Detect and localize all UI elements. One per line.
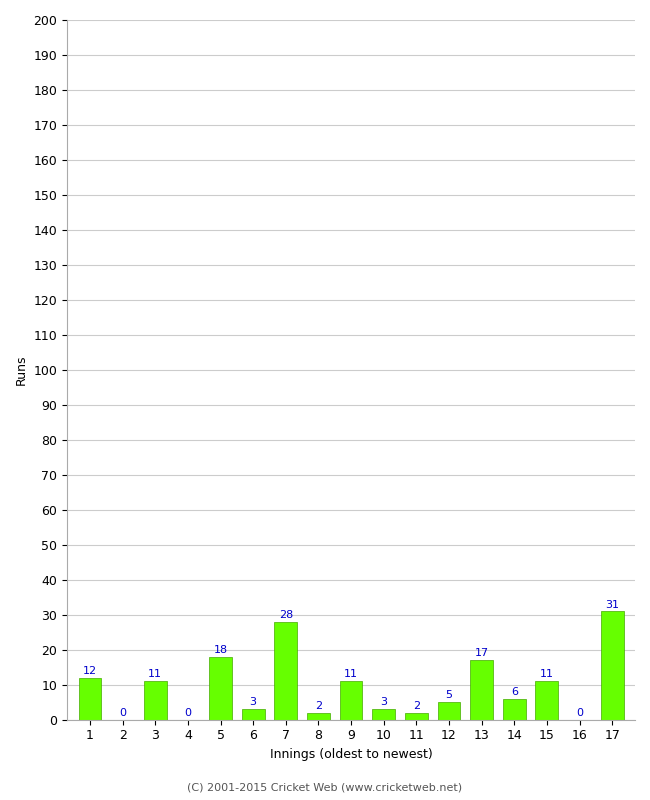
Text: 0: 0 bbox=[185, 708, 191, 718]
Bar bbox=[79, 678, 101, 720]
Text: 3: 3 bbox=[250, 698, 257, 707]
Bar bbox=[209, 657, 232, 720]
Text: 2: 2 bbox=[315, 701, 322, 711]
Text: 0: 0 bbox=[119, 708, 126, 718]
Text: 12: 12 bbox=[83, 666, 97, 676]
Text: 0: 0 bbox=[576, 708, 583, 718]
Text: 2: 2 bbox=[413, 701, 420, 711]
Text: 17: 17 bbox=[474, 649, 489, 658]
Bar bbox=[405, 713, 428, 720]
Text: 18: 18 bbox=[213, 645, 228, 655]
X-axis label: Innings (oldest to newest): Innings (oldest to newest) bbox=[270, 748, 432, 761]
Bar bbox=[470, 660, 493, 720]
Bar bbox=[536, 682, 558, 720]
Bar bbox=[437, 702, 460, 720]
Bar bbox=[144, 682, 166, 720]
Text: 11: 11 bbox=[344, 670, 358, 679]
Text: (C) 2001-2015 Cricket Web (www.cricketweb.net): (C) 2001-2015 Cricket Web (www.cricketwe… bbox=[187, 782, 463, 792]
Bar bbox=[242, 710, 265, 720]
Bar bbox=[372, 710, 395, 720]
Text: 5: 5 bbox=[445, 690, 452, 701]
Bar bbox=[307, 713, 330, 720]
Bar bbox=[274, 622, 297, 720]
Text: 11: 11 bbox=[540, 670, 554, 679]
Text: 11: 11 bbox=[148, 670, 162, 679]
Text: 28: 28 bbox=[279, 610, 293, 620]
Y-axis label: Runs: Runs bbox=[15, 354, 28, 385]
Text: 6: 6 bbox=[511, 687, 518, 697]
Bar bbox=[340, 682, 363, 720]
Bar bbox=[601, 611, 623, 720]
Bar bbox=[503, 698, 526, 720]
Text: 3: 3 bbox=[380, 698, 387, 707]
Text: 31: 31 bbox=[605, 599, 619, 610]
